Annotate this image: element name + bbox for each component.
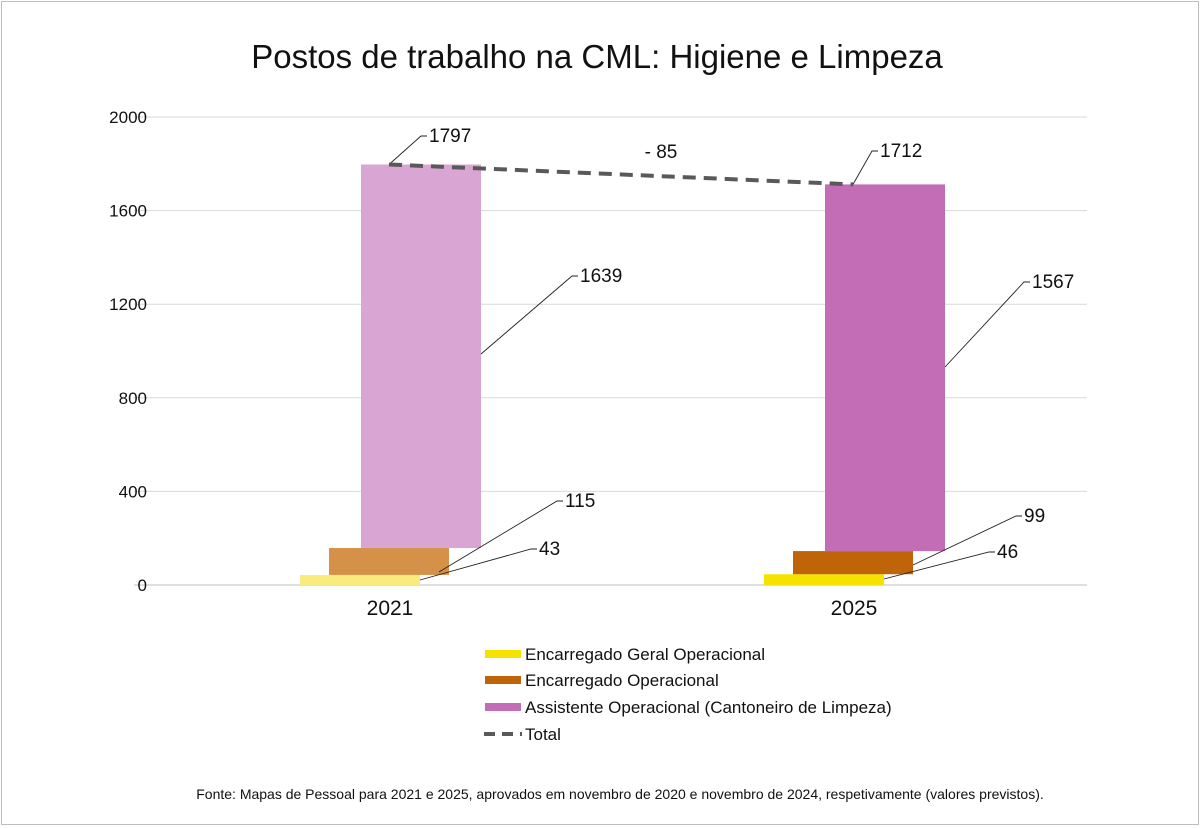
difference-annotation: - 85: [645, 142, 678, 163]
x-axis-categories: 2021 2025: [367, 597, 878, 620]
y-axis-ticks: 0 400 800 1200 1600 2000: [109, 108, 147, 595]
legend-swatch: [485, 676, 521, 684]
data-label: 46: [997, 542, 1018, 563]
legend-swatch: [485, 650, 521, 658]
data-label: 1639: [580, 266, 622, 287]
source-note: Fonte: Mapas de Pessoal para 2021 e 2025…: [196, 786, 1044, 802]
legend-entry: Assistente Operacional (Cantoneiro de Li…: [525, 698, 892, 717]
data-label: 99: [1024, 506, 1045, 527]
bar-2021-series-1: [300, 574, 420, 585]
x-category-label: 2025: [831, 597, 878, 620]
x-category-label: 2021: [367, 597, 414, 620]
data-labels: 43 115 1639 46 99 1567 1797 1712: [429, 126, 1074, 563]
legend: Encarregado Geral Operacional Encarregado…: [484, 645, 892, 744]
gridlines: [134, 116, 1087, 586]
chart-title: Postos de trabalho na CML: Higiene e Lim…: [251, 38, 943, 75]
bars: [300, 164, 945, 585]
total-line: [388, 162, 854, 187]
leader-2025-3: [944, 281, 1030, 368]
bar-2025-series-3: [825, 184, 945, 552]
bar-2025-series-2: [793, 551, 913, 575]
legend-entry: Total: [525, 725, 561, 744]
legend-entry: Encarregado Operacional: [525, 671, 719, 690]
y-tick-label: 0: [138, 576, 147, 595]
legend-swatch: [485, 703, 521, 711]
leader-total-2021: [388, 135, 427, 165]
bar-2021-series-3: [361, 164, 481, 549]
legend-entry: Encarregado Geral Operacional: [525, 645, 765, 664]
leader-total-2025: [852, 150, 878, 185]
data-label: 115: [565, 491, 595, 512]
y-tick-label: 2000: [109, 108, 147, 127]
leader-2025-2: [912, 515, 1022, 566]
bar-2021-series-2: [329, 548, 449, 575]
bar-2025-series-1: [764, 574, 884, 585]
data-label: 43: [539, 539, 560, 560]
y-tick-label: 1600: [109, 202, 147, 221]
data-label-total: 1797: [429, 126, 471, 147]
data-label: 1567: [1032, 272, 1074, 293]
leader-lines: [388, 135, 1030, 581]
leader-2021-3: [480, 275, 578, 355]
leader-2021-2: [438, 500, 563, 573]
leader-2025-1: [883, 551, 995, 580]
y-tick-label: 800: [119, 389, 147, 408]
data-label-total: 1712: [880, 141, 922, 162]
leader-2021-1: [419, 548, 537, 581]
y-tick-label: 400: [119, 482, 147, 501]
y-tick-label: 1200: [109, 295, 147, 314]
total-series-line: [388, 162, 854, 187]
